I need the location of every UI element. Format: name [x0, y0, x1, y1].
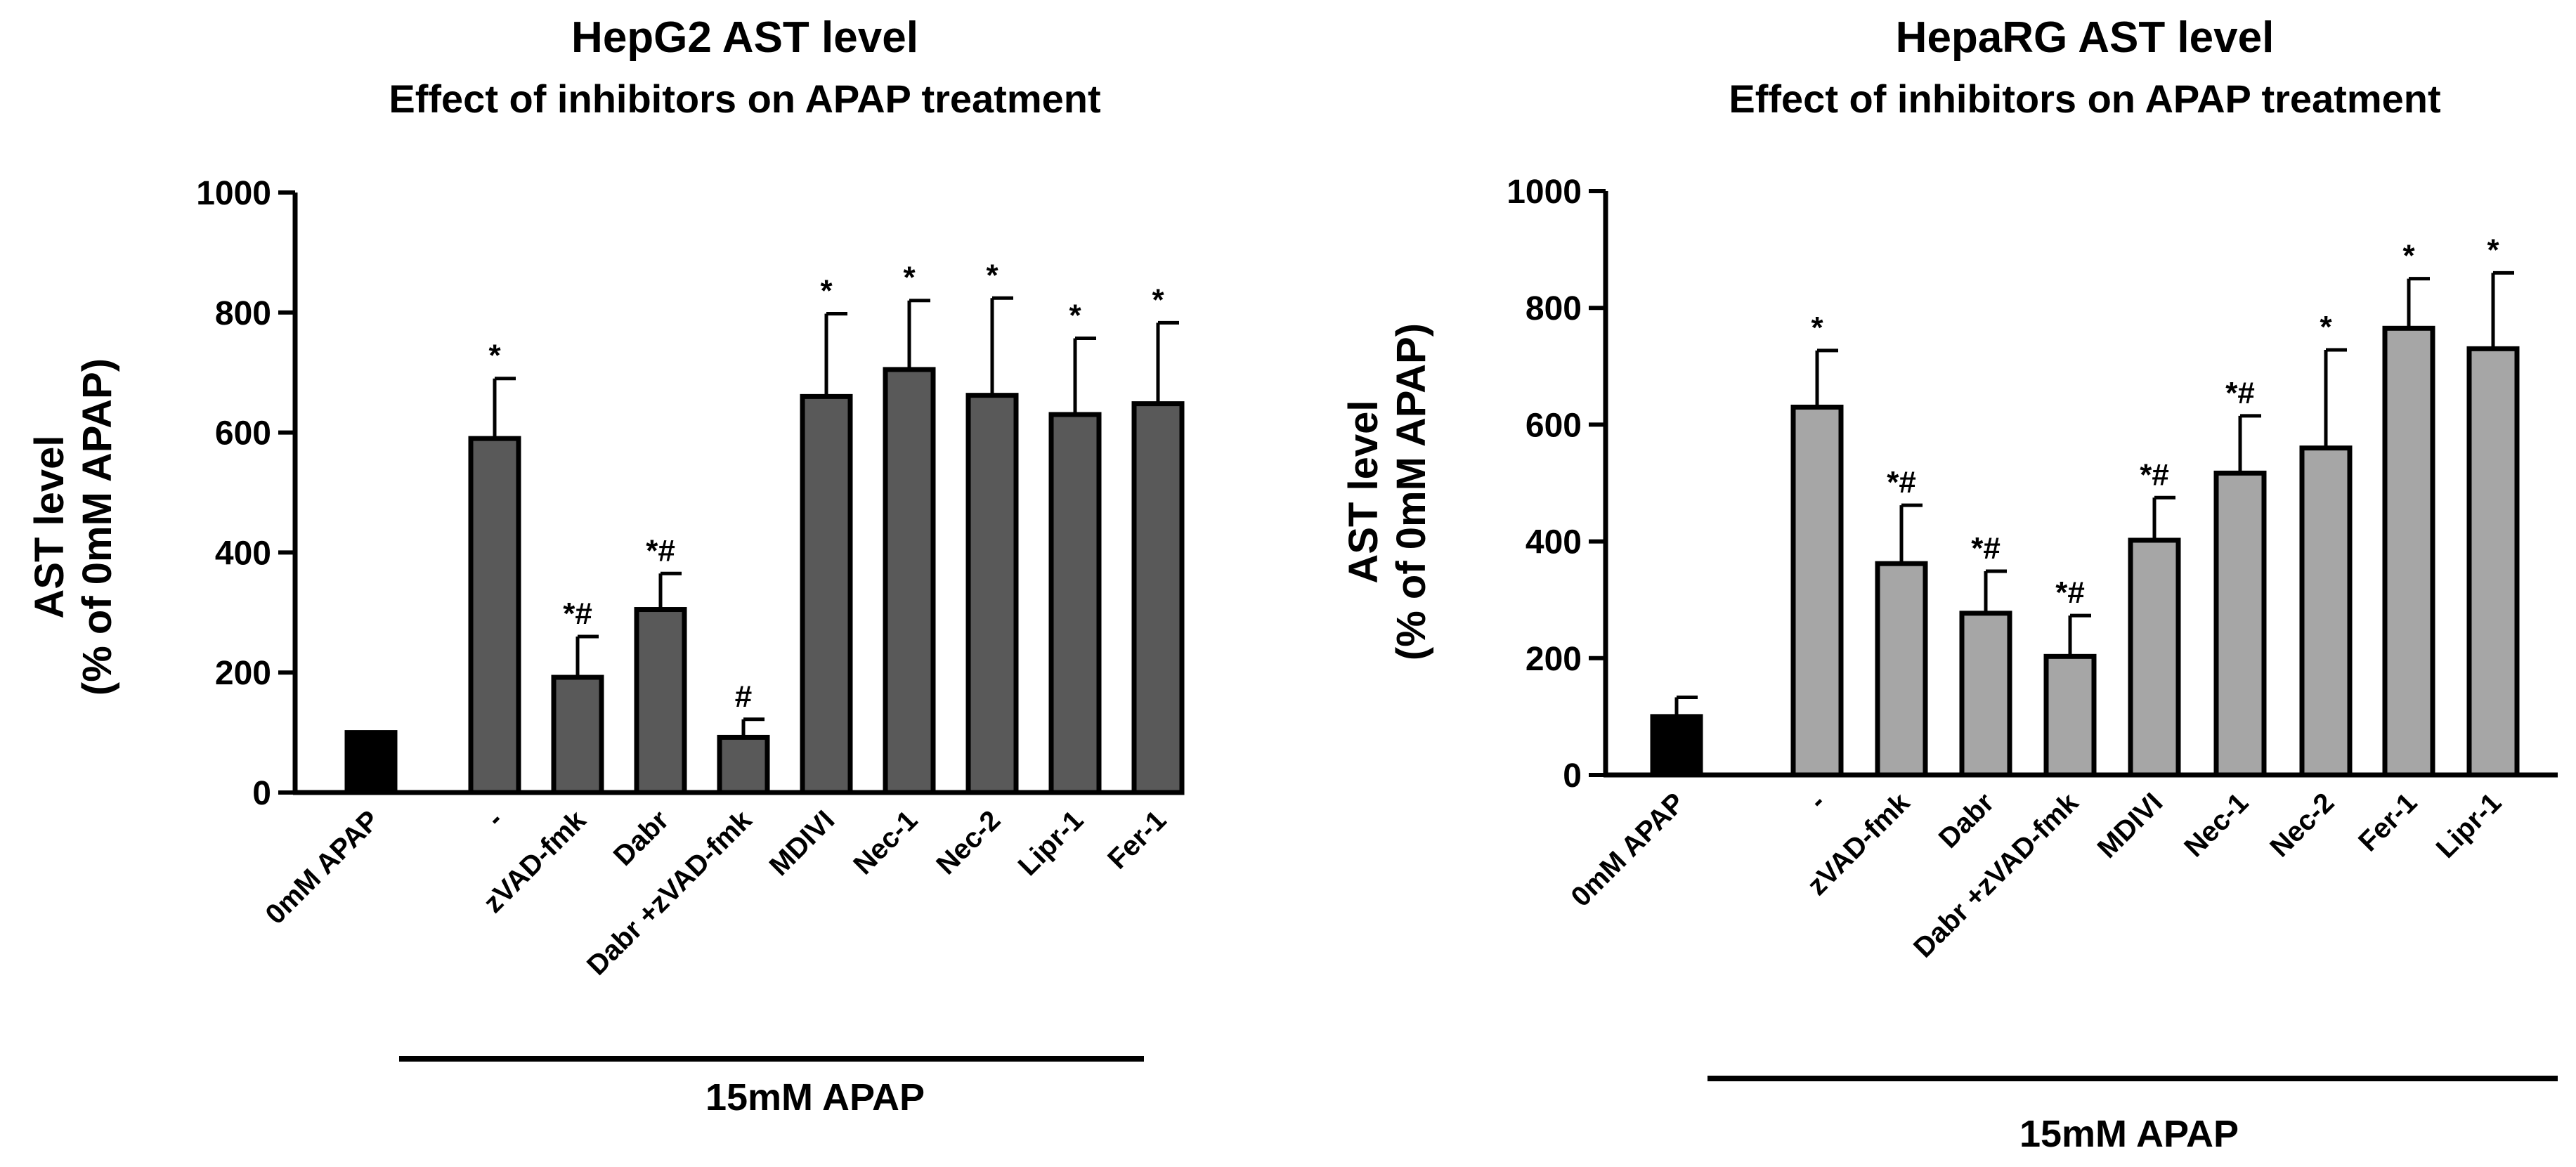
- y-axis-title-line2: (% of 0mM APAP): [74, 358, 120, 696]
- significance-marker: *: [986, 258, 998, 292]
- bar-4: [717, 734, 770, 795]
- chart-hepg2: HepG2 AST level Effect of inhibitors on …: [27, 13, 1185, 1119]
- significance-marker: *#: [646, 533, 675, 568]
- group-label: 15mM APAP: [705, 1076, 925, 1119]
- x-tick-label: 0mM APAP: [1566, 787, 1691, 913]
- bar-8: [2382, 325, 2435, 778]
- chart-subtitle: Effect of inhibitors on APAP treatment: [1729, 77, 2440, 121]
- bar-0: [344, 730, 398, 795]
- bar-8: [1048, 412, 1102, 795]
- x-tick-label: -: [1803, 787, 1832, 816]
- bar-7: [965, 393, 1019, 795]
- significance-marker: *: [1811, 311, 1823, 345]
- chart-heparg: HepaRG AST level Effect of inhibitors on…: [1341, 13, 2558, 1155]
- significance-marker: *: [1152, 282, 1164, 317]
- x-tick-label: Dabr: [608, 804, 675, 872]
- significance-marker: *: [820, 274, 833, 308]
- significance-marker: *#: [2055, 575, 2085, 610]
- y-axis-ticks: 0 200 400 600 800 1000: [1507, 174, 1606, 795]
- x-tick-label: Nec-2: [2264, 787, 2340, 863]
- bar-6: [2213, 470, 2267, 778]
- x-tick-label: MDIVI: [764, 804, 841, 882]
- bars: [344, 367, 1185, 795]
- x-tick-label: Nec-1: [847, 804, 923, 880]
- y-tick-label: 200: [1526, 641, 1582, 678]
- significance-marker: *: [903, 261, 916, 295]
- x-tick-label: Fer-1: [2353, 787, 2423, 857]
- significance-annotations: * *# *# *# *# *# * * *: [1811, 233, 2499, 610]
- x-tick-label: Fer-1: [1102, 804, 1172, 875]
- significance-marker: *: [2320, 310, 2332, 344]
- chart-title: HepaRG AST level: [1896, 13, 2275, 62]
- y-tick-label: 800: [1526, 290, 1582, 327]
- bar-1: [1790, 404, 1844, 778]
- bars: [1650, 325, 2520, 778]
- y-tick-label: 600: [1526, 407, 1582, 444]
- y-tick-label: 1000: [196, 175, 271, 212]
- chart-subtitle: Effect of inhibitors on APAP treatment: [389, 77, 1100, 121]
- x-tick-label: -: [481, 804, 509, 833]
- significance-marker: *: [2487, 233, 2499, 267]
- bar-3: [1959, 611, 2012, 778]
- significance-marker: *#: [1887, 465, 1916, 500]
- significance-marker: *: [488, 339, 501, 373]
- bar-1: [468, 436, 521, 795]
- significance-annotations: * *# *# # * * * * *: [488, 258, 1164, 714]
- x-tick-label: MDIVI: [2092, 787, 2169, 864]
- y-axis-title-line1: AST level: [27, 435, 72, 618]
- y-tick-label: 0: [252, 775, 271, 812]
- bar-6: [883, 367, 936, 795]
- bar-7: [2299, 445, 2353, 778]
- group-label: 15mM APAP: [2019, 1113, 2239, 1155]
- y-tick-label: 400: [1526, 524, 1582, 561]
- significance-marker: *#: [1971, 531, 2001, 566]
- x-tick-label: 0mM APAP: [260, 804, 386, 930]
- y-axis-ticks: 0 200 400 600 800 1000: [196, 175, 295, 812]
- significance-marker: *#: [2225, 376, 2255, 410]
- x-tick-label: Nec-1: [2178, 787, 2254, 863]
- bar-9: [1131, 401, 1185, 795]
- y-tick-label: 1000: [1507, 174, 1582, 211]
- significance-marker: *#: [563, 596, 592, 631]
- x-tick-label: Dabr: [1933, 787, 2001, 854]
- x-tick-label: Lipr-1: [2431, 787, 2508, 864]
- bar-2: [551, 674, 604, 795]
- chart-title: HepG2 AST level: [571, 13, 918, 62]
- error-bars: [1674, 270, 2514, 717]
- bar-2: [1875, 561, 1928, 778]
- y-tick-label: 800: [215, 295, 271, 332]
- bar-4: [2043, 653, 2097, 778]
- bar-9: [2466, 346, 2520, 778]
- y-tick-label: 200: [215, 655, 271, 692]
- error-bars: [493, 296, 1179, 738]
- bar-5: [800, 393, 853, 795]
- y-axis-title-line2: (% of 0mM APAP): [1388, 323, 1434, 660]
- bar-0: [1650, 714, 1703, 778]
- significance-marker: *#: [2140, 457, 2169, 492]
- significance-marker: #: [735, 679, 752, 714]
- y-axis-title-line1: AST level: [1341, 400, 1386, 583]
- y-tick-label: 600: [215, 415, 271, 452]
- x-tick-label: Lipr-1: [1013, 804, 1090, 882]
- x-tick-label: Dabr +zVAD-fmk: [1908, 787, 2085, 964]
- significance-marker: *: [1069, 299, 1081, 333]
- significance-marker: *: [2402, 239, 2415, 273]
- x-tick-label: Nec-2: [930, 804, 1006, 880]
- y-tick-label: 0: [1563, 757, 1582, 795]
- y-tick-label: 400: [215, 535, 271, 572]
- bar-5: [2128, 537, 2181, 778]
- bar-3: [634, 607, 687, 795]
